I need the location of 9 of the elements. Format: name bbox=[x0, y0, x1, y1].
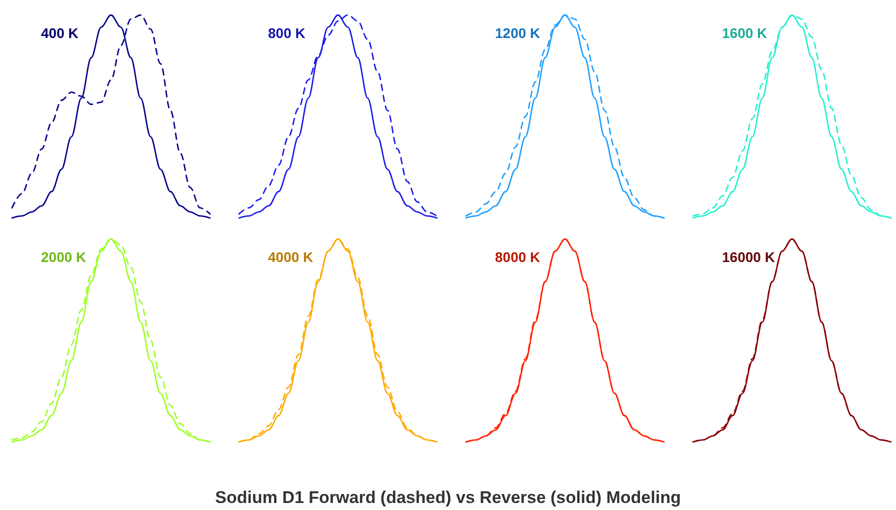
text: 8000 K bbox=[495, 249, 540, 265]
text: 800 K bbox=[268, 25, 306, 41]
text: 16000 K bbox=[722, 249, 775, 265]
text: Sodium D1 Forward (dashed) vs Reverse (solid) Modeling bbox=[214, 488, 682, 508]
text: 1600 K bbox=[722, 25, 768, 41]
text: 400 K bbox=[41, 25, 78, 41]
text: 2000 K bbox=[41, 249, 86, 265]
text: 4000 K bbox=[268, 249, 314, 265]
text: 1200 K bbox=[495, 25, 540, 41]
